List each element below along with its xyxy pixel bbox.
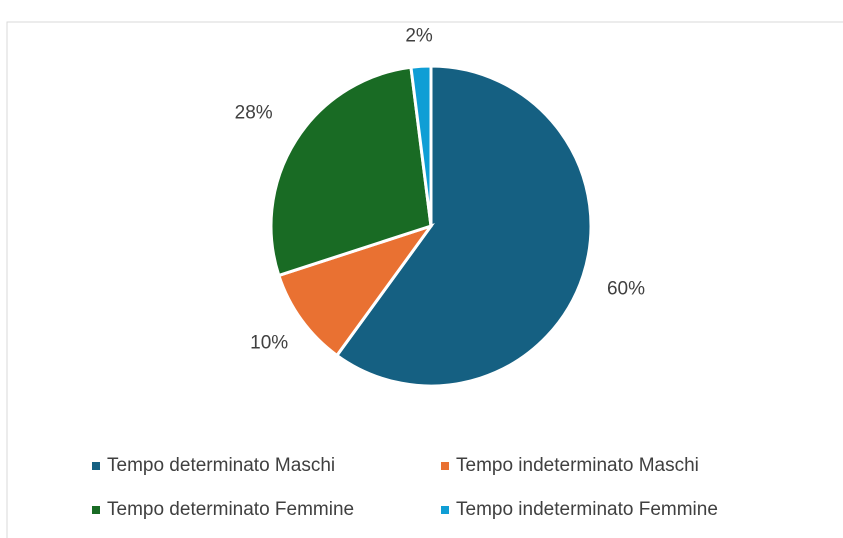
legend-swatch	[92, 506, 100, 514]
legend-label: Tempo indeterminato Maschi	[456, 455, 699, 476]
legend-label: Tempo determinato Maschi	[107, 455, 335, 476]
data-label: 10%	[250, 333, 288, 354]
legend-label: Tempo determinato Femmine	[107, 499, 354, 520]
legend-swatch	[441, 506, 449, 514]
pie-slice	[276, 223, 435, 358]
legend-swatch	[92, 462, 100, 470]
legend-swatch	[441, 462, 449, 470]
pie-slice	[409, 64, 433, 227]
pie-slice	[269, 65, 433, 278]
pie-slice	[334, 64, 593, 388]
chart-border	[6, 21, 843, 538]
data-label: 2%	[405, 25, 433, 46]
legend-label: Tempo indeterminato Femmine	[456, 499, 718, 520]
data-label: 60%	[607, 278, 645, 299]
data-label: 28%	[235, 102, 273, 123]
